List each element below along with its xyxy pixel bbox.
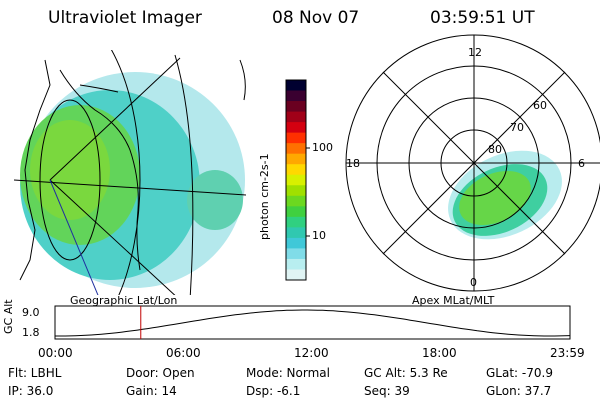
info-gain: Gain: 14 — [126, 384, 177, 398]
colorbar-segment — [286, 206, 306, 218]
altitude-frame — [54, 305, 571, 340]
meridian-se — [49, 179, 176, 295]
polar-aurora-core — [459, 170, 531, 226]
lat-ring-outer — [110, 50, 141, 295]
altitude-xtick-0: 00:00 — [38, 346, 73, 360]
left-panel-caption: Geographic Lat/Lon — [70, 294, 178, 307]
info-glon: GLon: 37.7 — [486, 384, 552, 398]
info-gc-alt: GC Alt: 5.3 Re — [364, 366, 448, 380]
mlt-label-6: 6 — [578, 157, 585, 170]
colorbar-segment — [286, 80, 306, 92]
outer-arc — [174, 54, 194, 295]
info-door: Door: Open — [126, 366, 195, 380]
colorbar-unit-label: photon cm-2s-1 — [258, 153, 271, 240]
colorbar-segment — [286, 227, 306, 239]
colorbar-segment — [286, 195, 306, 207]
altitude-xtick-3: 18:00 — [422, 346, 457, 360]
colorbar-segment — [286, 237, 306, 249]
colorbar-segment — [286, 216, 306, 228]
colorbar-segment — [286, 185, 306, 197]
colorbar-segment — [286, 111, 306, 123]
altitude-xtick-4: 23:59 — [550, 346, 585, 360]
aurora-peak — [30, 120, 110, 220]
colorbar-segment — [286, 132, 306, 144]
app-title: Ultraviolet Imager — [48, 8, 202, 28]
meridian-s-blue — [49, 179, 99, 295]
altitude-xtick-2: 12:00 — [294, 346, 329, 360]
colorbar-segment — [286, 101, 306, 113]
mlat-label-70: 70 — [510, 121, 524, 134]
colorbar-segment — [286, 90, 306, 102]
mlt-label-0: 0 — [470, 276, 477, 289]
altitude-xtick-1: 06:00 — [166, 346, 201, 360]
polar-plot — [345, 34, 600, 292]
colorbar — [286, 80, 306, 281]
geographic-image — [14, 50, 246, 295]
colorbar-segment — [286, 143, 306, 155]
info-dsp: Dsp: -6.1 — [246, 384, 301, 398]
colorbar-segment — [286, 269, 306, 281]
meridian-ne — [49, 57, 181, 181]
altitude-ylabel: GC Alt — [2, 299, 15, 334]
colorbar-frame — [285, 79, 307, 281]
altitude-ytick-1: 1.8 — [22, 326, 40, 339]
altitude-curve — [55, 309, 571, 337]
colorbar-segment — [286, 164, 306, 176]
mlat-label-60: 60 — [533, 99, 547, 112]
colorbar-segment — [286, 248, 306, 260]
colorbar-segment — [286, 258, 306, 270]
info-seq: Seq: 39 — [364, 384, 410, 398]
info-mode: Mode: Normal — [246, 366, 330, 380]
right-panel-caption: Apex MLat/MLT — [412, 294, 495, 307]
mlt-line-diag-2 — [382, 71, 566, 255]
info-filter: Flt: LBHL — [8, 366, 62, 380]
time-label: 03:59:51 UT — [430, 8, 535, 28]
lat-ring-inner — [39, 99, 101, 261]
mlt-label-18: 18 — [346, 157, 360, 170]
colorbar-tick-label-100: 100 — [312, 141, 333, 154]
colorbar-segment — [286, 174, 306, 186]
coastline-north — [79, 84, 119, 93]
mlat-label-80: 80 — [488, 143, 502, 156]
aurora-edge-patch — [187, 170, 243, 230]
colorbar-tick-label-10: 10 — [312, 229, 326, 242]
date-label: 08 Nov 07 — [272, 8, 360, 28]
altitude-plot — [54, 305, 571, 340]
colorbar-segment — [286, 153, 306, 165]
altitude-ytick-9: 9.0 — [22, 306, 40, 319]
mlt-label-12: 12 — [468, 46, 482, 59]
coastline-west — [19, 59, 51, 281]
colorbar-segment — [286, 122, 306, 134]
info-ip: IP: 36.0 — [8, 384, 54, 398]
outer-arc-2 — [239, 59, 246, 101]
info-glat: GLat: -70.9 — [486, 366, 553, 380]
